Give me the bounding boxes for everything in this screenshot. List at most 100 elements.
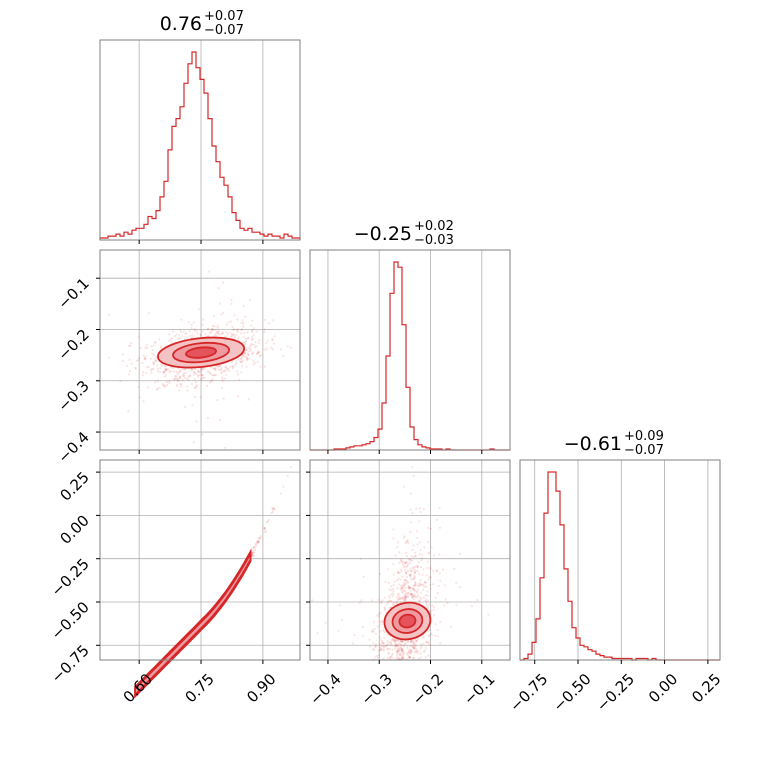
sample-point	[422, 583, 425, 586]
sample-point	[453, 567, 456, 570]
sample-point	[405, 595, 408, 598]
sample-point	[405, 561, 408, 564]
sample-point	[142, 354, 145, 357]
sample-point	[421, 557, 424, 560]
panel-frame	[309, 249, 511, 451]
sample-point	[403, 600, 406, 603]
sample-point	[420, 583, 423, 586]
sample-point	[412, 595, 415, 598]
sample-point	[210, 327, 213, 330]
sample-point	[424, 580, 427, 584]
sample-point	[401, 648, 404, 651]
sample-point	[424, 656, 427, 659]
sample-point	[271, 339, 274, 342]
sample-point	[398, 646, 401, 649]
sample-point	[428, 609, 431, 613]
sample-point	[259, 535, 262, 538]
sample-point	[163, 371, 166, 374]
sample-point	[420, 656, 423, 659]
sample-point	[376, 655, 379, 658]
sample-point	[267, 518, 270, 522]
sample-point	[271, 510, 274, 514]
sample-point	[381, 641, 384, 644]
sample-point	[404, 595, 407, 598]
sample-point	[128, 344, 131, 347]
sample-point	[162, 372, 165, 375]
sample-point	[145, 343, 148, 346]
sample-point	[121, 360, 125, 363]
sample-point	[200, 370, 203, 373]
sample-point	[251, 552, 254, 555]
sample-point	[221, 380, 224, 383]
sample-point	[417, 637, 420, 640]
sample-point	[389, 655, 392, 659]
sample-point	[408, 656, 411, 659]
sample-point	[185, 332, 188, 335]
sample-point	[137, 385, 140, 389]
sample-point	[405, 540, 408, 543]
sample-point	[203, 376, 206, 379]
sample-point	[141, 371, 144, 374]
sample-point	[182, 330, 185, 333]
sample-point	[412, 587, 415, 591]
sample-point	[180, 385, 183, 388]
sample-point	[236, 318, 239, 321]
sample-point	[263, 528, 266, 531]
sample-point	[186, 336, 189, 339]
sample-point	[200, 368, 203, 371]
sample-point	[187, 376, 190, 379]
sample-point	[236, 338, 240, 341]
sample-point	[424, 646, 427, 649]
sample-point	[270, 346, 273, 349]
sample-point	[418, 584, 421, 587]
sample-point	[263, 526, 266, 529]
sample-point	[409, 648, 413, 651]
sample-point	[289, 466, 292, 469]
sample-point	[432, 583, 435, 586]
sample-point	[413, 643, 416, 646]
y-tick-label: 0.25	[56, 468, 92, 504]
sample-point	[164, 368, 167, 371]
sample-point	[251, 351, 254, 355]
sample-point	[407, 581, 410, 584]
sample-point	[263, 526, 266, 530]
sample-point	[413, 589, 416, 592]
sample-point	[424, 594, 427, 597]
sample-point	[211, 324, 214, 327]
sample-point	[405, 566, 408, 569]
sample-point	[263, 527, 266, 530]
sample-point	[235, 329, 239, 332]
sample-point	[396, 649, 399, 653]
sample-point	[414, 643, 417, 646]
sample-point	[272, 319, 275, 322]
sample-point	[152, 367, 155, 371]
sample-point	[388, 647, 391, 650]
sample-point	[224, 365, 227, 368]
sample-point	[411, 511, 414, 515]
sample-point	[188, 330, 191, 333]
sample-point	[368, 645, 371, 648]
sample-point	[400, 558, 403, 561]
sample-point	[406, 539, 409, 542]
sample-point	[407, 586, 410, 589]
sample-point	[396, 653, 399, 656]
sample-point	[403, 579, 406, 582]
sample-point	[397, 572, 400, 575]
sample-point	[254, 543, 257, 546]
sample-point	[410, 593, 413, 596]
sample-point	[408, 651, 411, 654]
sample-point	[403, 596, 406, 599]
sample-point	[266, 339, 269, 342]
sample-point	[421, 553, 424, 556]
sample-point	[211, 378, 214, 381]
sample-point	[425, 598, 428, 601]
sample-point	[244, 348, 247, 352]
sample-point	[401, 640, 404, 643]
sample-point	[156, 370, 160, 373]
sample-point	[225, 331, 228, 334]
sample-point	[154, 341, 157, 344]
sample-point	[406, 539, 409, 542]
sample-point	[271, 338, 274, 341]
sample-point	[204, 333, 207, 336]
sample-point	[402, 566, 405, 569]
